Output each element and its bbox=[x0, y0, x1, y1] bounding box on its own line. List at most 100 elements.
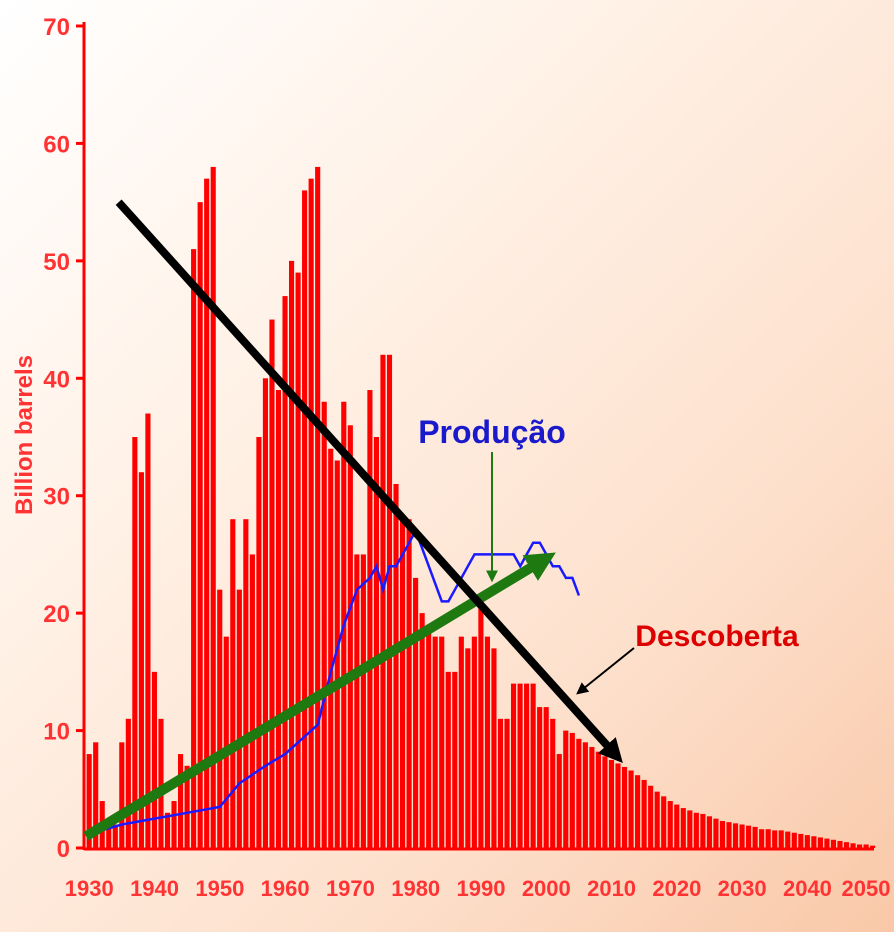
bar-1940 bbox=[151, 671, 158, 848]
bar-1968 bbox=[334, 460, 340, 848]
bar-1956 bbox=[256, 437, 262, 848]
bar-2001 bbox=[550, 718, 556, 848]
bar-1975 bbox=[380, 354, 386, 848]
discovery-label: Descoberta bbox=[635, 620, 799, 653]
bar-1939 bbox=[145, 413, 151, 848]
bar-2013 bbox=[628, 770, 634, 848]
y-tick-label: 20 bbox=[43, 601, 70, 628]
bar-2028 bbox=[726, 822, 732, 848]
bar-1938 bbox=[138, 472, 144, 848]
y-tick-label: 0 bbox=[57, 836, 70, 863]
bar-1945 bbox=[184, 765, 190, 848]
x-tick-label: 2020 bbox=[652, 876, 701, 901]
y-axis-label: Billion barrels bbox=[11, 355, 38, 515]
bar-1963 bbox=[302, 190, 308, 848]
discovery-pointer-arrow bbox=[576, 647, 635, 695]
bar-2033 bbox=[759, 829, 765, 848]
bar-1994 bbox=[504, 718, 510, 848]
bar-2044 bbox=[830, 839, 837, 848]
bar-1962 bbox=[295, 272, 301, 849]
bar-1995 bbox=[510, 683, 517, 848]
bar-1998 bbox=[530, 683, 536, 848]
bar-1937 bbox=[132, 437, 138, 848]
bar-1973 bbox=[367, 390, 373, 848]
bar-1993 bbox=[497, 718, 504, 848]
y-tick-label: 30 bbox=[43, 484, 70, 511]
discovery-bars bbox=[86, 166, 876, 849]
bar-1990 bbox=[478, 601, 484, 848]
x-tick-label: 1960 bbox=[261, 876, 310, 901]
bar-1946 bbox=[191, 249, 197, 849]
x-tick-label: 1990 bbox=[457, 876, 506, 901]
bar-2046 bbox=[843, 842, 850, 848]
bar-2036 bbox=[778, 830, 784, 848]
bar-1992 bbox=[491, 648, 497, 848]
bar-1985 bbox=[445, 671, 451, 848]
bar-2040 bbox=[804, 835, 810, 848]
bar-1935 bbox=[119, 742, 125, 848]
bar-2006 bbox=[582, 742, 588, 848]
bar-2047 bbox=[850, 843, 856, 848]
bar-2012 bbox=[621, 766, 628, 848]
bar-1958 bbox=[269, 319, 275, 849]
bar-1997 bbox=[524, 683, 530, 848]
y-tick-label: 10 bbox=[43, 719, 70, 746]
bar-1953 bbox=[236, 589, 242, 848]
bar-1986 bbox=[452, 671, 458, 848]
bar-2035 bbox=[772, 830, 778, 848]
bar-2024 bbox=[700, 813, 706, 848]
bar-1987 bbox=[458, 636, 464, 848]
x-tick-label: 1940 bbox=[130, 876, 179, 901]
x-tick-label: 2010 bbox=[587, 876, 636, 901]
bar-2050 bbox=[870, 845, 876, 848]
bar-1961 bbox=[288, 260, 295, 848]
bar-1950 bbox=[217, 589, 223, 848]
bar-2014 bbox=[635, 775, 641, 848]
bar-1930 bbox=[86, 754, 92, 848]
x-tick-label: 1980 bbox=[391, 876, 440, 901]
bar-1960 bbox=[282, 296, 288, 849]
bar-2023 bbox=[693, 812, 699, 848]
bar-1978 bbox=[399, 519, 406, 848]
bar-2008 bbox=[595, 751, 601, 848]
y-tick-label: 60 bbox=[43, 131, 70, 158]
bar-1991 bbox=[484, 636, 490, 848]
production-trend-arrow bbox=[83, 552, 556, 841]
bar-1936 bbox=[125, 718, 131, 848]
x-tick-label: 2000 bbox=[522, 876, 571, 901]
bar-2030 bbox=[739, 824, 745, 848]
bar-2009 bbox=[602, 756, 608, 848]
bar-2032 bbox=[752, 826, 758, 848]
bar-1965 bbox=[315, 166, 321, 848]
bar-2010 bbox=[608, 759, 615, 848]
bar-2020 bbox=[674, 804, 680, 848]
bar-2029 bbox=[732, 823, 739, 848]
bar-2002 bbox=[556, 754, 562, 848]
bar-2000 bbox=[543, 707, 549, 848]
bar-1984 bbox=[439, 636, 445, 848]
discovery-trend-arrow bbox=[115, 199, 623, 763]
x-tick-label: 1930 bbox=[65, 876, 114, 901]
bar-1988 bbox=[465, 648, 471, 848]
bar-2022 bbox=[687, 810, 693, 848]
bar-1967 bbox=[328, 448, 334, 848]
bar-2004 bbox=[569, 732, 575, 848]
bar-1980 bbox=[413, 577, 419, 848]
bar-1943 bbox=[171, 801, 177, 848]
bar-2018 bbox=[661, 796, 667, 848]
bar-2011 bbox=[615, 763, 621, 848]
bar-2015 bbox=[641, 779, 647, 848]
bar-1970 bbox=[347, 425, 353, 848]
bar-2007 bbox=[589, 747, 595, 848]
y-ticks: 0 10 20 30 40 50 60 70 bbox=[43, 14, 84, 863]
production-label: Produção bbox=[418, 414, 566, 450]
y-tick-label: 70 bbox=[43, 14, 70, 41]
x-ticks: 1930 1940 1950 1960 1970 1980 1990 2000 2010 2020… bbox=[65, 876, 891, 901]
bar-1959 bbox=[275, 390, 282, 848]
bar-1964 bbox=[308, 178, 314, 848]
bar-2034 bbox=[765, 829, 771, 848]
bar-1971 bbox=[354, 554, 360, 848]
x-tick-label: 2040 bbox=[783, 876, 832, 901]
bar-1948 bbox=[204, 178, 210, 848]
bar-1941 bbox=[158, 718, 164, 848]
